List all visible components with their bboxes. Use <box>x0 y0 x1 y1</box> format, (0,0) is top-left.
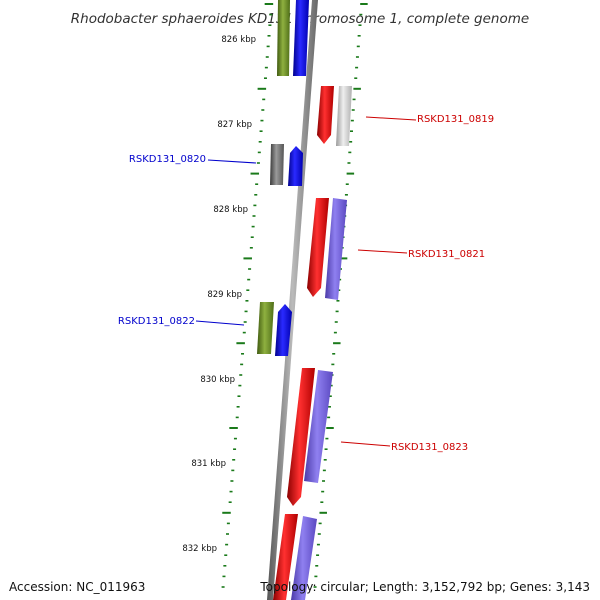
gene-labels: RSKD131_0819 RSKD131_0820 RSKD131_0821 R… <box>118 114 494 453</box>
kbp-label-830: 830 kbp <box>200 375 235 385</box>
leader-rskd131-0820 <box>207 159 257 164</box>
accession-text: Accession: NC_011963 <box>9 580 146 594</box>
gene-rskd131-0822[interactable] <box>275 304 292 356</box>
label-rskd131-0819[interactable]: RSKD131_0819 <box>417 114 494 125</box>
kbp-label-832: 832 kbp <box>182 544 217 554</box>
gene-block-red-bottom[interactable] <box>273 514 298 600</box>
leader-rskd131-0821 <box>357 249 408 254</box>
gene-rskd131-0819[interactable] <box>317 86 334 144</box>
leader-rskd131-0819 <box>365 116 417 121</box>
kbp-label-831: 831 kbp <box>191 459 226 469</box>
reverse-genes <box>273 86 352 600</box>
gene-rskd131-0823-part[interactable] <box>304 370 333 483</box>
label-rskd131-0821[interactable]: RSKD131_0821 <box>408 249 485 260</box>
gene-block-olive-top[interactable] <box>277 0 290 76</box>
gene-rskd131-0820[interactable] <box>288 146 303 186</box>
gene-rskd131-0822-part[interactable] <box>257 302 274 354</box>
gene-rskd131-0820-part[interactable] <box>270 144 284 185</box>
scale-labels: 826 kbp 827 kbp 828 kbp 829 kbp 830 kbp … <box>182 35 256 554</box>
chromosome-backbone <box>267 0 318 600</box>
label-leaders <box>195 116 417 447</box>
leader-rskd131-0822 <box>195 320 245 326</box>
label-rskd131-0823[interactable]: RSKD131_0823 <box>391 442 468 453</box>
genome-stats-text: Topology: circular; Length: 3,152,792 bp… <box>260 580 590 594</box>
kbp-label-828: 828 kbp <box>213 205 248 215</box>
gene-rskd131-0819-part[interactable] <box>336 86 352 146</box>
forward-genes <box>257 0 309 356</box>
scale-ticks <box>221 3 368 588</box>
gene-rskd131-0823[interactable] <box>287 368 315 506</box>
gene-block-purple-bottom[interactable] <box>291 516 317 600</box>
kbp-label-826: 826 kbp <box>221 35 256 45</box>
gene-rskd131-0821-part[interactable] <box>325 198 347 300</box>
leader-rskd131-0823 <box>340 441 391 447</box>
gene-rskd131-0821[interactable] <box>307 198 329 297</box>
label-rskd131-0820[interactable]: RSKD131_0820 <box>129 154 206 165</box>
label-rskd131-0822[interactable]: RSKD131_0822 <box>118 316 195 327</box>
kbp-label-827: 827 kbp <box>217 120 252 130</box>
kbp-label-829: 829 kbp <box>207 290 242 300</box>
gene-block-blue-top[interactable] <box>293 0 309 76</box>
